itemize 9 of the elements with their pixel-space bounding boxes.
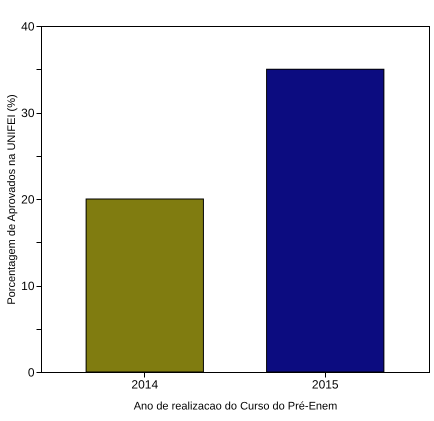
y-tick-label: 30 xyxy=(21,106,35,120)
x-tick-label: 2015 xyxy=(312,378,339,392)
y-axis-title: Porcentagem de Aprovados na UNIFEI (%) xyxy=(6,94,18,305)
y-tick-label: 40 xyxy=(21,20,35,34)
y-tick-label: 10 xyxy=(21,279,35,293)
y-tick-label: 0 xyxy=(28,366,35,380)
y-tick-label: 20 xyxy=(21,192,35,206)
x-tick-label: 2014 xyxy=(131,378,158,392)
x-axis-title: Ano de realizacao do Curso do Pré-Enem xyxy=(134,400,338,412)
